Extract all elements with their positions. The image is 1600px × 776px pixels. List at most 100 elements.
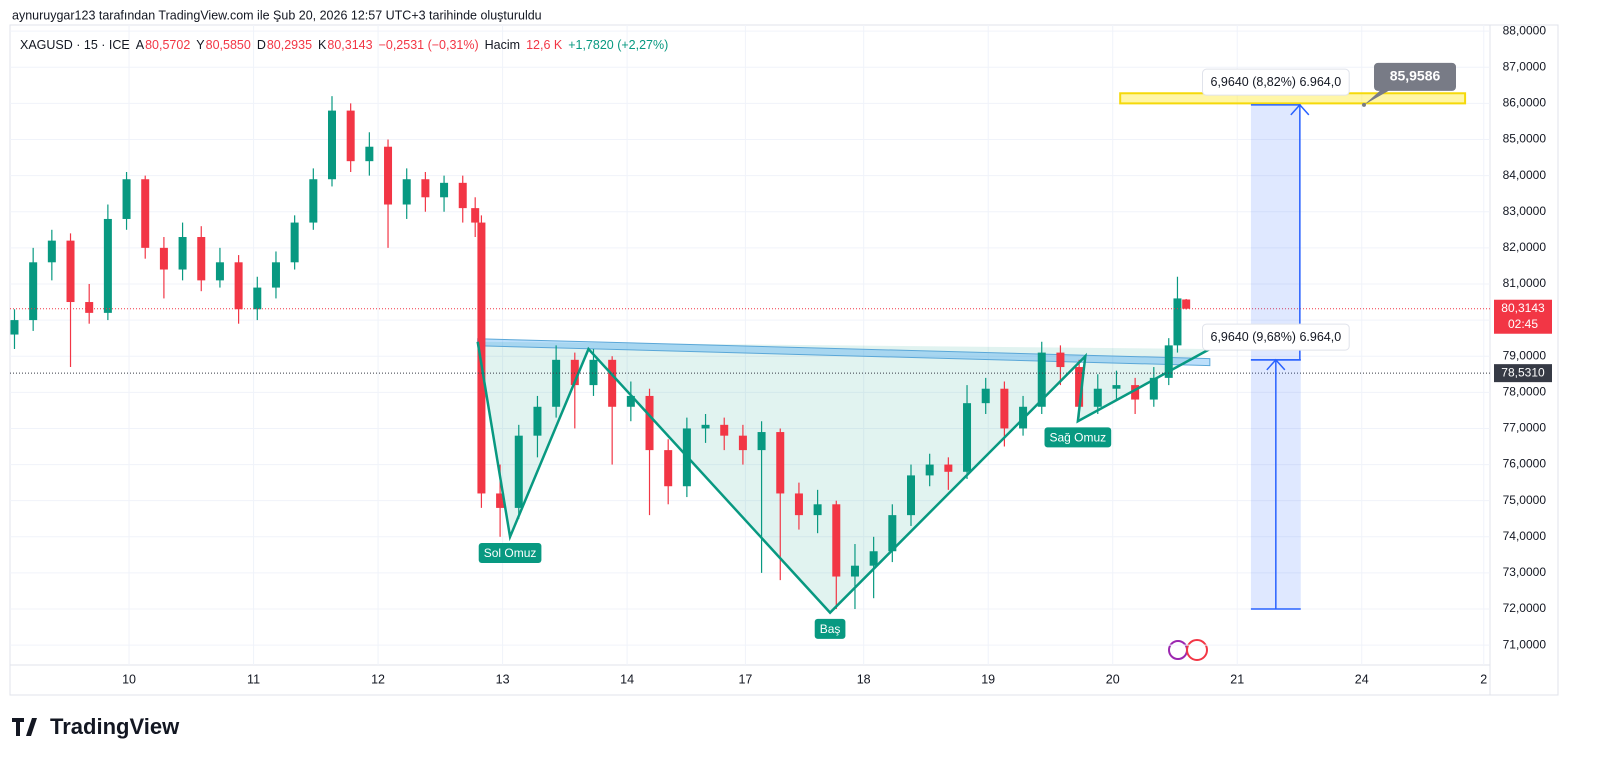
candle-body	[402, 179, 411, 205]
footer-logo: TradingView	[12, 714, 180, 739]
x-tick-label: 19	[981, 672, 995, 686]
candle-body	[234, 262, 243, 310]
legend-item: 80,3143	[327, 38, 372, 52]
legend-item: 80,5850	[206, 38, 251, 52]
legend-item: 80,5702	[145, 38, 190, 52]
candle-body	[85, 302, 94, 313]
candle-body	[906, 475, 915, 516]
legend-item: Y	[196, 38, 205, 52]
measure-label-box	[1202, 323, 1350, 351]
candle-body	[944, 464, 953, 472]
y-tick-label: 75,0000	[1503, 493, 1547, 507]
candle-body	[309, 179, 318, 223]
candle-body	[29, 262, 38, 321]
candle-body	[1182, 299, 1191, 309]
y-tick-label: 76,0000	[1503, 457, 1547, 471]
price-label-box	[1494, 299, 1552, 334]
candle-body	[384, 146, 393, 205]
candle-body	[963, 403, 972, 472]
legend-item: D	[257, 38, 266, 52]
candle-body	[1000, 388, 1009, 429]
pattern-label-text: Baş	[820, 622, 841, 636]
candle-body	[1093, 388, 1102, 407]
candle-body	[1131, 385, 1140, 400]
candle-body	[925, 464, 934, 476]
measure-range	[1250, 104, 1301, 360]
measure-label-text: 6,9640 (9,68%) 6.964,0	[1211, 330, 1342, 344]
y-tick-label: 72,0000	[1503, 601, 1547, 615]
callout-box	[1374, 62, 1456, 91]
x-tick-label: 20	[1106, 672, 1120, 686]
candle-body	[570, 359, 579, 386]
callout-text: 85,9586	[1390, 68, 1441, 84]
y-tick-label: 81,0000	[1503, 276, 1547, 290]
candle-body	[645, 395, 654, 451]
candle-body	[159, 247, 168, 270]
candle-body	[981, 388, 990, 404]
candle-body	[813, 504, 822, 516]
x-tick-label: 18	[857, 672, 871, 686]
candle-body	[664, 450, 673, 487]
legend: XAGUSD · 15 · ICE A80,5702 Y80,5850 D80,293…	[20, 38, 668, 52]
x-tick-label: 11	[247, 672, 260, 686]
y-tick-label: 73,0000	[1503, 565, 1547, 579]
candle-body	[626, 395, 635, 407]
pattern-label-text: Sol Omuz	[484, 546, 537, 560]
candle-body	[141, 179, 150, 248]
y-tick-label: 83,0000	[1503, 204, 1547, 218]
pattern-label: Sağ Omuz	[1044, 427, 1112, 448]
candle-body	[365, 146, 374, 162]
candle-body	[1164, 345, 1173, 378]
candle-body	[514, 435, 523, 508]
candle-body	[1173, 298, 1182, 346]
callout-pointer	[1364, 88, 1392, 105]
candle-body	[701, 424, 710, 429]
candle-body	[471, 208, 480, 223]
candle-body	[66, 240, 75, 303]
candle-body	[346, 110, 355, 162]
candle-body	[122, 179, 131, 219]
y-tick-label: 74,0000	[1503, 529, 1547, 543]
candle-body	[440, 182, 449, 198]
candle-body	[794, 493, 803, 516]
price-countdown: 02:45	[1508, 317, 1538, 331]
candle-body	[608, 359, 617, 407]
y-tick-label: 71,0000	[1503, 637, 1547, 651]
candle-body	[888, 515, 897, 552]
y-tick-label: 85,0000	[1503, 132, 1547, 146]
candle-body	[178, 237, 187, 270]
legend-item: K	[318, 38, 327, 52]
candle-body	[738, 435, 747, 451]
y-tick-label: 78,0000	[1503, 384, 1547, 398]
x-tick-label: 24	[1355, 672, 1369, 686]
candle-body	[1112, 385, 1121, 389]
candle-body	[458, 182, 467, 209]
candle-body	[589, 359, 598, 386]
caption: aynuruygar123 tarafından TradingView.com…	[12, 8, 542, 22]
candle-body	[271, 262, 280, 288]
measure-label-text: 6,9640 (8,82%) 6.964,0	[1211, 75, 1342, 89]
measure-label: 6,9640 (8,82%) 6.964,0	[1202, 68, 1350, 96]
candle-body	[253, 287, 262, 310]
y-tick-label: 88,0000	[1503, 23, 1547, 37]
pattern-label: Baş	[814, 618, 846, 639]
legend-item: 80,2935	[267, 38, 312, 52]
candle-body	[869, 551, 878, 566]
candle-body	[421, 179, 430, 198]
x-tick-label: 10	[122, 672, 136, 686]
candle-body	[533, 406, 542, 436]
icon	[1168, 640, 1188, 660]
candle-body	[103, 218, 112, 313]
candle-body	[197, 237, 206, 281]
x-tick-label: 21	[1230, 672, 1244, 686]
pattern-label-box	[478, 542, 542, 563]
y-tick-label: 86,0000	[1503, 96, 1547, 110]
candle-body	[1037, 352, 1046, 407]
measure-label-box	[1202, 68, 1350, 96]
y-tick-label: 77,0000	[1503, 421, 1547, 435]
candle-body	[757, 432, 766, 451]
candle-body	[327, 110, 336, 180]
candle-body	[850, 565, 859, 577]
brand: TradingView	[50, 714, 180, 739]
